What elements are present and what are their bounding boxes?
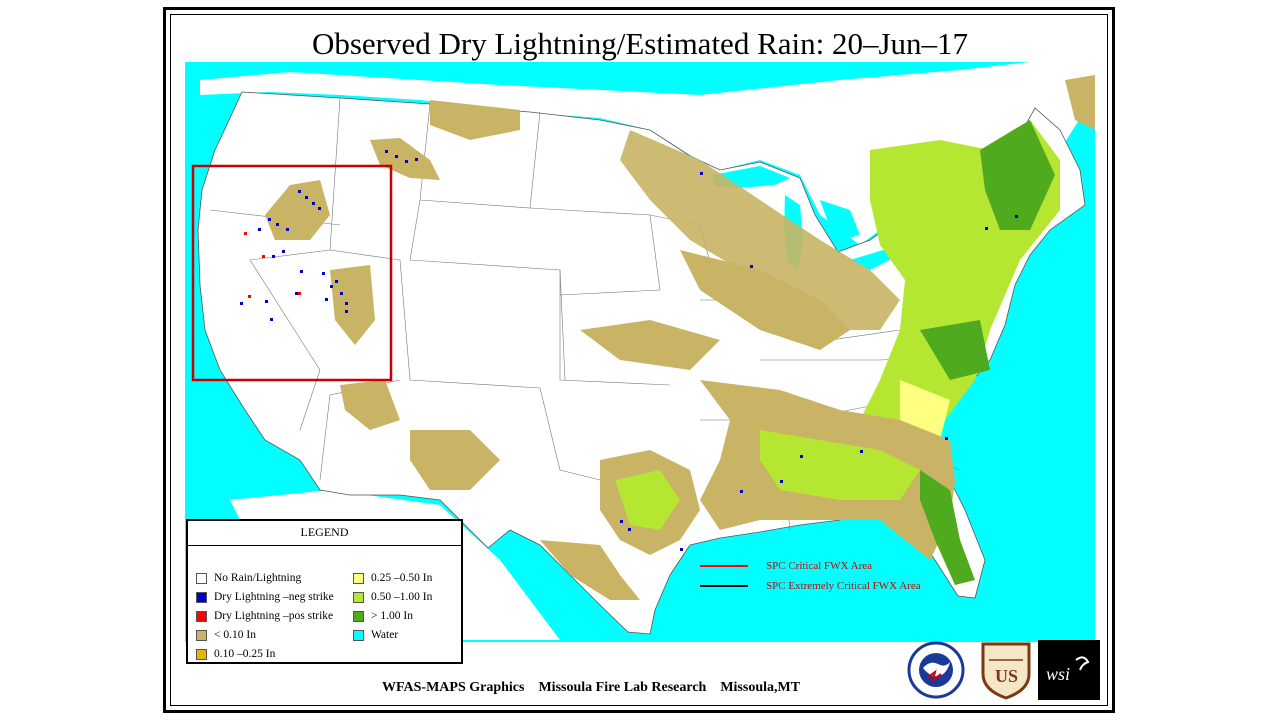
footer-credits: WFAS-MAPS Graphics Missoula Fire Lab Res… xyxy=(382,680,801,695)
usfs-shield-icon: US xyxy=(981,642,1031,700)
legend-label: No Rain/Lightning xyxy=(214,572,302,584)
legend-label: Dry Lightning –neg strike xyxy=(214,591,334,603)
swatch-water xyxy=(353,629,364,641)
dry-lightning-pos-strikes xyxy=(244,232,301,298)
legend-item-gt-100: > 1.00 In xyxy=(353,609,413,623)
swatch-050-100 xyxy=(353,591,364,603)
spc-extreme-line xyxy=(700,585,748,587)
usfs-logo-text: US xyxy=(995,666,1018,686)
lake-huron xyxy=(820,200,860,240)
spc-critical-line xyxy=(700,565,748,567)
legend-label: 0.25 –0.50 In xyxy=(371,572,433,584)
legend-item-pos-strike: Dry Lightning –pos strike xyxy=(196,609,333,623)
legend-divider xyxy=(188,545,461,546)
spc-extreme-legend: SPC Extremely Critical FWX Area xyxy=(700,580,921,592)
legend-item-no-rain: No Rain/Lightning xyxy=(196,571,301,585)
legend-label: 0.50 –1.00 In xyxy=(371,591,433,603)
swatch-010-025 xyxy=(196,648,207,660)
usfs-shield-logo: US xyxy=(975,640,1037,700)
legend-item-lt-010: < 0.10 In xyxy=(196,628,256,642)
legend-box: LEGEND No Rain/Lightning Dry Lightning –… xyxy=(186,519,463,664)
wsi-logo-icon: wsi xyxy=(1046,656,1090,684)
swatch-pos-strike xyxy=(196,610,207,622)
swatch-025-050 xyxy=(353,572,364,584)
legend-label: > 1.00 In xyxy=(371,610,413,622)
legend-item-neg-strike: Dry Lightning –neg strike xyxy=(196,590,334,604)
swatch-gt-100 xyxy=(353,610,364,622)
legend-item-050-100: 0.50 –1.00 In xyxy=(353,590,432,604)
rain-areas xyxy=(265,75,1095,600)
legend-item-water: Water xyxy=(353,628,398,642)
map-title: Observed Dry Lightning/Estimated Rain: 2… xyxy=(311,26,969,61)
swatch-no-rain xyxy=(196,572,207,584)
swatch-lt-010 xyxy=(196,629,207,641)
spc-critical-legend: SPC Critical FWX Area xyxy=(700,560,872,572)
legend-label: Dry Lightning –pos strike xyxy=(214,610,334,622)
wsi-logo: wsi xyxy=(1038,640,1100,700)
nws-logo-icon xyxy=(907,641,965,699)
legend-item-025-050: 0.25 –0.50 In xyxy=(353,571,432,585)
dry-lightning-neg-strikes xyxy=(240,150,1018,551)
spc-extreme-label: SPC Extremely Critical FWX Area xyxy=(766,580,921,592)
wsi-logo-text: wsi xyxy=(1046,664,1070,684)
legend-label: Water xyxy=(371,629,399,641)
legend-item-010-025: 0.10 –0.25 In xyxy=(196,647,275,661)
swatch-neg-strike xyxy=(196,591,207,603)
spc-critical-label: SPC Critical FWX Area xyxy=(766,560,873,572)
legend-title: LEGEND xyxy=(300,525,349,539)
spc-critical-area xyxy=(191,164,393,382)
legend-label: 0.10 –0.25 In xyxy=(214,648,276,660)
nws-logo xyxy=(905,640,967,700)
inner-frame xyxy=(170,14,1108,706)
legend-label: < 0.10 In xyxy=(214,629,256,641)
